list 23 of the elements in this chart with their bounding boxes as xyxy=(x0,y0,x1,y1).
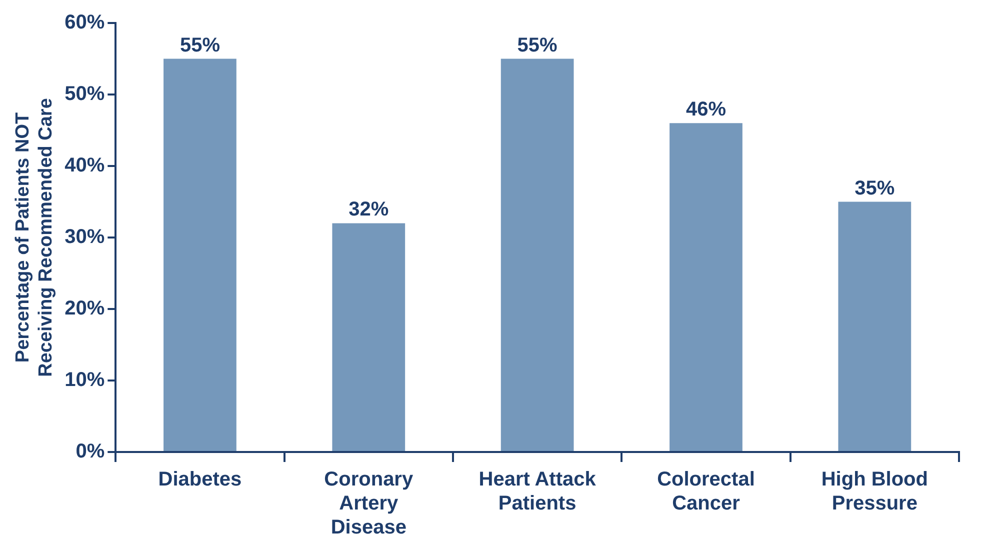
x-tick-label: Diabetes xyxy=(158,468,242,491)
y-tick-label: 60% xyxy=(64,12,105,34)
data-label: 46% xyxy=(686,98,726,121)
x-tick-label: Coronary Artery Disease xyxy=(324,468,414,539)
bar xyxy=(670,123,742,451)
y-tick-label: 10% xyxy=(64,369,105,392)
data-label: 55% xyxy=(517,34,558,56)
bar xyxy=(164,58,236,451)
y-axis-title: Percentage of Patients NOT Receiving Recommended Care xyxy=(12,98,56,377)
bar xyxy=(332,223,406,451)
y-tick-label: 20% xyxy=(64,298,105,320)
y-tick-label: 40% xyxy=(64,154,105,177)
y-tick-label: 50% xyxy=(64,83,105,106)
bar xyxy=(838,202,912,451)
x-tick-label: High Blood Pressure xyxy=(821,468,928,515)
data-label: 32% xyxy=(348,198,389,221)
x-tick-label: Heart Attack Patients xyxy=(478,468,597,515)
x-tick-label: Colorectal Cancer xyxy=(657,468,755,515)
y-tick-label: 0% xyxy=(76,440,105,463)
bar xyxy=(500,58,574,451)
data-label: 55% xyxy=(180,34,220,56)
y-tick-label: 30% xyxy=(64,226,105,248)
data-label: 35% xyxy=(854,177,895,200)
